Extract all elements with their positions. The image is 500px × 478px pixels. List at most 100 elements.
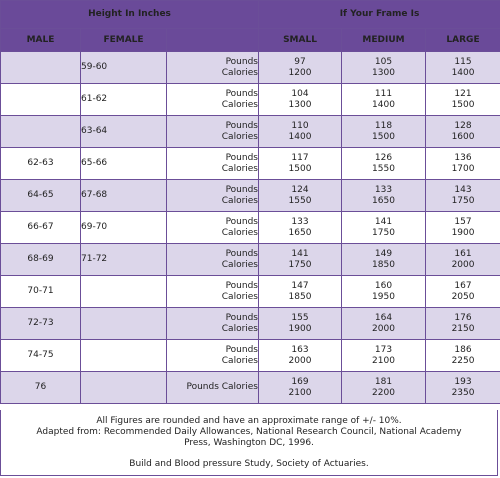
- calories-label: Calories: [221, 67, 258, 78]
- medium-frame-cell: 181 2200: [341, 371, 426, 404]
- small-frame-cell: 169 2100: [258, 371, 342, 404]
- small-pounds-value: 110: [291, 120, 309, 131]
- medium-frame-cell: 105 1300: [341, 51, 426, 84]
- female-height-cell: 65-66: [80, 147, 167, 180]
- small-pounds-value: 97: [294, 56, 306, 67]
- weight-calorie-table: Height In Inches If Your Frame Is MALE F…: [0, 0, 500, 404]
- table-row: 62-63 65-66 Pounds Calories 117 1500 126 1550 13…: [0, 147, 500, 180]
- small-frame-cell: 133 1650: [258, 211, 342, 244]
- unit-label-cell: Pounds Calories: [166, 51, 259, 84]
- small-frame-cell: 117 1500: [258, 147, 342, 180]
- small-calories-value: 1650: [288, 227, 312, 238]
- frame-header: If Your Frame Is: [257, 0, 500, 29]
- pounds-label: Pounds: [225, 56, 258, 67]
- female-height-cell: 67-68: [80, 179, 167, 212]
- male-height-cell: [0, 115, 81, 148]
- unit-label-cell: Pounds Calories: [166, 371, 259, 404]
- small-calories-value: 2000: [288, 355, 312, 366]
- large-frame-cell: 176 2150: [424, 307, 500, 340]
- female-column-header: FEMALE: [80, 28, 167, 52]
- calories-label: Calories: [221, 291, 258, 302]
- male-height-cell: 74-75: [0, 339, 81, 372]
- table-row: 63-64 Pounds Calories 110 1400 118 1500 128 1600: [0, 115, 500, 148]
- small-calories-value: 1850: [288, 291, 312, 302]
- large-calories-value: 1400: [451, 67, 475, 78]
- medium-pounds-value: 126: [374, 152, 393, 163]
- large-pounds-value: 128: [454, 120, 472, 131]
- small-calories-value: 2100: [288, 387, 312, 398]
- table-row: 70-71 Pounds Calories 147 1850 160 1950 167 2050: [0, 275, 500, 308]
- large-frame-cell: 115 1400: [424, 51, 500, 84]
- pounds-label: Pounds: [225, 312, 258, 323]
- unit-label-cell: Pounds Calories: [166, 275, 259, 308]
- large-frame-cell: 157 1900: [424, 211, 500, 244]
- female-height-cell: [80, 307, 167, 340]
- pounds-label: Pounds: [225, 248, 258, 259]
- medium-calories-value: 2200: [372, 387, 395, 398]
- unit-label-cell: Pounds Calories: [166, 339, 259, 372]
- small-calories-value: 1900: [288, 323, 312, 334]
- small-pounds-value: 147: [291, 280, 309, 291]
- small-calories-value: 1500: [288, 163, 312, 174]
- table-row: 68-69 71-72 Pounds Calories 141 1750 149 1850 16…: [0, 243, 500, 276]
- female-height-cell: 71-72: [80, 243, 167, 276]
- table-row: 74-75 Pounds Calories 163 2000 173 2100 186 2250: [0, 339, 500, 372]
- unit-column-header: [166, 28, 259, 52]
- large-frame-cell: 136 1700: [424, 147, 500, 180]
- male-column-header: MALE: [0, 28, 81, 52]
- table-row: 72-73 Pounds Calories 155 1900 164 2000 176 2150: [0, 307, 500, 340]
- small-pounds-value: 133: [291, 216, 309, 227]
- large-frame-cell: 128 1600: [424, 115, 500, 148]
- medium-frame-cell: 118 1500: [341, 115, 426, 148]
- small-frame-cell: 141 1750: [258, 243, 342, 276]
- male-height-cell: 70-71: [0, 275, 81, 308]
- unit-label-cell: Pounds Calories: [166, 211, 259, 244]
- footnote-source-1: Adapted from: Recommended Daily Allowanc…: [36, 427, 462, 437]
- small-pounds-value: 124: [291, 184, 309, 195]
- small-frame-cell: 163 2000: [258, 339, 342, 372]
- pounds-calories-label: Pounds Calories: [186, 382, 258, 392]
- female-height-cell: [80, 275, 167, 308]
- large-calories-value: 1600: [451, 131, 475, 142]
- small-pounds-value: 163: [291, 344, 309, 355]
- medium-frame-cell: 164 2000: [341, 307, 426, 340]
- small-pounds-value: 155: [291, 312, 309, 323]
- medium-calories-value: 1750: [372, 227, 395, 238]
- large-calories-value: 2150: [451, 323, 475, 334]
- large-pounds-value: 121: [454, 88, 472, 99]
- medium-pounds-value: 111: [374, 88, 393, 99]
- medium-pounds-value: 149: [374, 248, 393, 259]
- small-calories-value: 1200: [288, 67, 312, 78]
- medium-frame-cell: 126 1550: [341, 147, 426, 180]
- medium-calories-value: 2000: [372, 323, 395, 334]
- table-row: 64-65 67-68 Pounds Calories 124 1550 133 1650 14…: [0, 179, 500, 212]
- medium-calories-value: 1300: [372, 67, 395, 78]
- large-frame-cell: 186 2250: [424, 339, 500, 372]
- calories-label: Calories: [221, 227, 258, 238]
- medium-calories-value: 1550: [372, 163, 395, 174]
- large-frame-cell: 167 2050: [424, 275, 500, 308]
- large-pounds-value: 193: [454, 376, 472, 387]
- male-height-cell: 72-73: [0, 307, 81, 340]
- large-calories-value: 1750: [451, 195, 475, 206]
- small-pounds-value: 117: [291, 152, 309, 163]
- male-height-cell: 62-63: [0, 147, 81, 180]
- small-frame-cell: 104 1300: [258, 83, 342, 116]
- height-in-inches-header: Height In Inches: [0, 0, 259, 29]
- calories-label: Calories: [221, 355, 258, 366]
- male-height-cell: 68-69: [0, 243, 81, 276]
- male-height-cell: 76: [0, 371, 81, 404]
- unit-label-cell: Pounds Calories: [166, 115, 259, 148]
- large-calories-value: 2050: [451, 291, 475, 302]
- pounds-label: Pounds: [225, 216, 258, 227]
- male-height-cell: 66-67: [0, 211, 81, 244]
- medium-pounds-value: 105: [374, 56, 393, 67]
- male-height-cell: [0, 83, 81, 116]
- pounds-label: Pounds: [225, 344, 258, 355]
- footnote-source-2: Press, Washington DC, 1996.: [184, 438, 314, 448]
- table-row: 59-60 Pounds Calories 97 1200 105 1300 115 1400: [0, 51, 500, 84]
- large-pounds-value: 167: [454, 280, 472, 291]
- male-height-cell: 64-65: [0, 179, 81, 212]
- large-calories-value: 1700: [451, 163, 475, 174]
- medium-frame-cell: 133 1650: [341, 179, 426, 212]
